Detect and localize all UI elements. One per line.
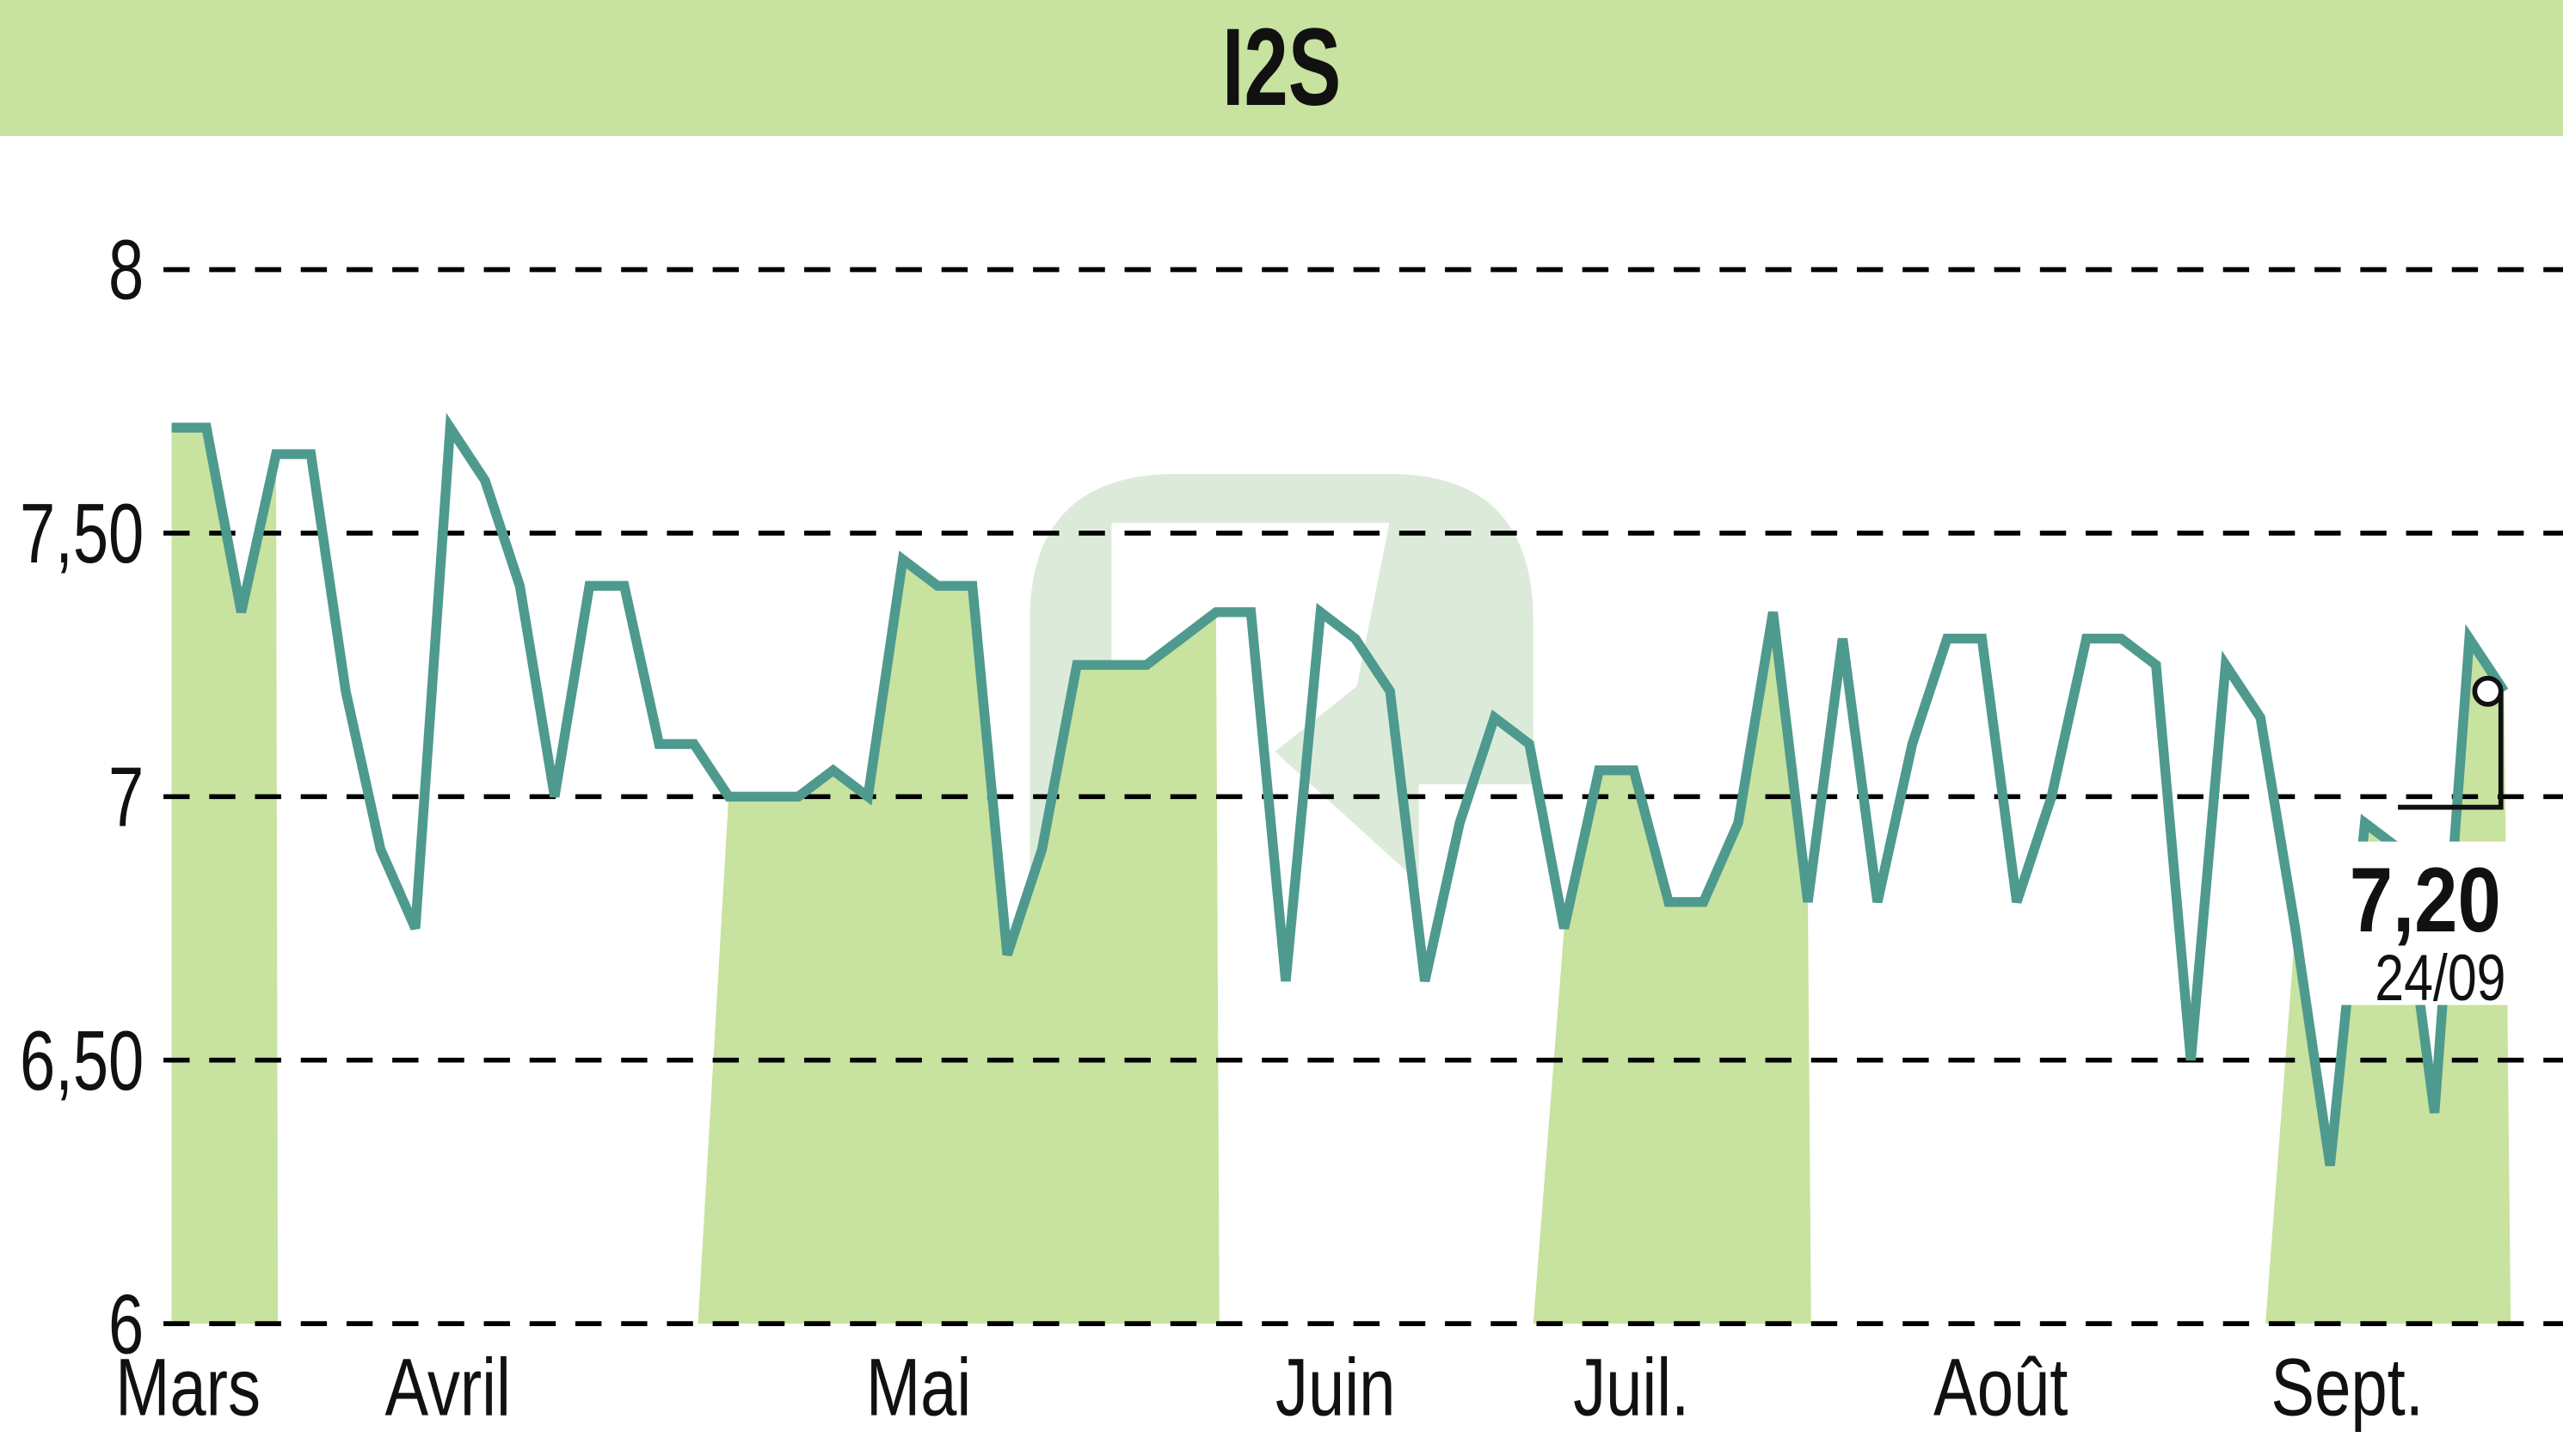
last-date: 24/09 (2375, 941, 2505, 1014)
x-tick-label: Mars (115, 1342, 261, 1433)
y-tick-label: 8 (108, 222, 144, 317)
y-tick-label: 7 (108, 749, 144, 845)
y-tick-label: 7,50 (20, 486, 144, 581)
last-point-marker (2472, 675, 2504, 707)
x-tick-label: Août (1933, 1342, 2068, 1433)
x-tick-label: Juil. (1573, 1342, 1689, 1433)
month-band (698, 559, 1220, 1324)
grid-lines (163, 267, 2563, 1326)
title-bar (0, 0, 2563, 136)
month-band (1533, 611, 1811, 1324)
y-axis-labels: 6 6,50 7 7,50 8 (20, 222, 144, 1371)
annotation-bg (2317, 841, 2511, 1005)
last-price: 7,20 (2350, 849, 2501, 951)
x-tick-label: Mai (866, 1342, 971, 1433)
watermark-shape (1030, 474, 1533, 1324)
x-tick-label: Avril (385, 1342, 511, 1433)
y-tick-label: 6 (108, 1276, 144, 1372)
x-tick-label: Sept. (2271, 1342, 2423, 1433)
price-line (171, 413, 2509, 1167)
y-tick-label: 6,50 (20, 1013, 144, 1109)
chart-title: I2S (1221, 6, 1342, 129)
watermark-logo (1030, 474, 1533, 1324)
month-band (171, 427, 279, 1324)
x-tick-label: Juin (1275, 1342, 1395, 1433)
month-bands (171, 427, 2511, 1324)
x-axis-labels: Mars Avril Mai Juin Juil. Août Sept. (115, 1342, 2424, 1433)
